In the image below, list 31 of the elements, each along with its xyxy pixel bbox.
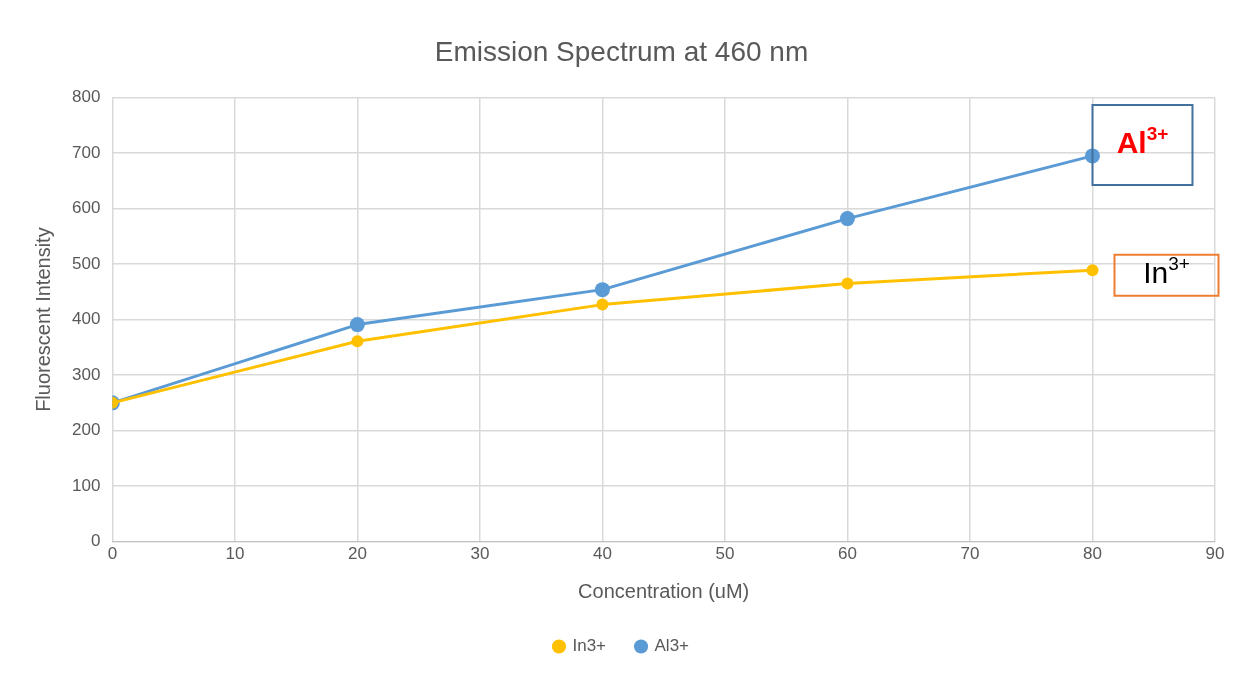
x-tick-label: 30 — [470, 544, 490, 564]
legend-label: Al3+ — [654, 636, 690, 656]
point — [841, 277, 854, 290]
y-tick-label: 700 — [71, 142, 101, 162]
y-tick-label: 0 — [90, 531, 101, 551]
point — [594, 282, 610, 298]
x-tick-label: 40 — [592, 544, 612, 564]
x-tick-label: 0 — [107, 544, 118, 564]
point — [351, 335, 364, 348]
point — [1086, 264, 1099, 277]
x-tick-label: 60 — [837, 544, 857, 564]
y-tick-label: 500 — [71, 253, 101, 273]
x-tick-label: 50 — [715, 544, 735, 564]
point — [839, 211, 855, 227]
y-tick-label: 200 — [71, 420, 101, 440]
y-tick-label: 300 — [71, 364, 101, 384]
y-axis-title: Fluorescent Intensity — [31, 227, 54, 412]
x-tick-label: 80 — [1083, 544, 1102, 564]
point — [349, 317, 365, 333]
y-tick-label: 400 — [71, 309, 101, 329]
x-tick-label: 70 — [960, 544, 980, 564]
x-axis-title: Concentration (uM) — [578, 579, 750, 602]
chart-title: Emission Spectrum at 460 nm — [434, 35, 809, 67]
y-tick-label: 600 — [71, 198, 101, 218]
legend-label: In3+ — [572, 636, 607, 656]
y-tick-label: 800 — [71, 87, 101, 107]
x-tick-label: 10 — [225, 544, 245, 564]
x-tick-label: 20 — [347, 544, 367, 564]
point — [596, 298, 609, 311]
x-tick-label: 90 — [1205, 544, 1225, 564]
y-tick-label: 100 — [71, 475, 101, 495]
